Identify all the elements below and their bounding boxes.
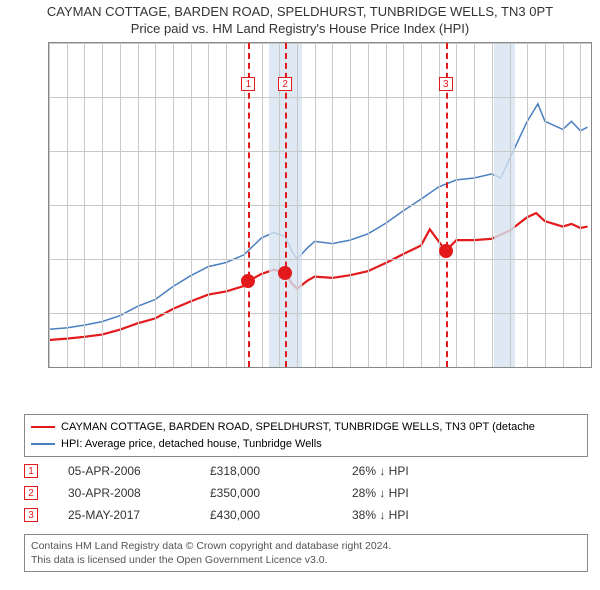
marker-dot-2 (278, 266, 292, 280)
transactions-table: 1 05-APR-2006 £318,000 26% ↓ HPI 2 30-AP… (24, 460, 588, 526)
marker-box-3: 3 (439, 77, 453, 91)
grid-v-24 (474, 43, 475, 367)
grid-v-10 (226, 43, 227, 367)
legend-row-1: HPI: Average price, detached house, Tunb… (31, 436, 581, 453)
transaction-date-1: 30-APR-2008 (68, 486, 188, 500)
legend-swatch-1 (31, 443, 55, 445)
title-block: CAYMAN COTTAGE, BARDEN ROAD, SPELDHURST,… (0, 0, 600, 38)
transaction-date-0: 05-APR-2006 (68, 464, 188, 478)
grid-v-0 (49, 43, 50, 367)
transaction-row-2: 3 25-MAY-2017 £430,000 38% ↓ HPI (24, 504, 588, 526)
footer-line-1: Contains HM Land Registry data © Crown c… (31, 539, 581, 553)
legend: CAYMAN COTTAGE, BARDEN ROAD, SPELDHURST,… (24, 414, 588, 457)
grid-v-2 (84, 43, 85, 367)
transaction-delta-1: 28% ↓ HPI (352, 486, 512, 500)
grid-v-13 (279, 43, 280, 367)
transaction-idx-2: 3 (24, 508, 38, 522)
grid-v-4 (120, 43, 121, 367)
legend-label-0: CAYMAN COTTAGE, BARDEN ROAD, SPELDHURST,… (61, 419, 535, 436)
title-line-1: CAYMAN COTTAGE, BARDEN ROAD, SPELDHURST,… (0, 4, 600, 21)
root: CAYMAN COTTAGE, BARDEN ROAD, SPELDHURST,… (0, 0, 600, 590)
grid-v-19 (386, 43, 387, 367)
marker-line-1 (248, 43, 250, 367)
chart-area: £0£200K£400K£600K£800K£1M£1.2M1995199619… (48, 42, 592, 402)
transaction-price-2: £430,000 (210, 508, 330, 522)
transaction-idx-1: 2 (24, 486, 38, 500)
grid-v-26 (510, 43, 511, 367)
legend-swatch-0 (31, 426, 55, 428)
grid-v-21 (421, 43, 422, 367)
transaction-date-2: 25-MAY-2017 (68, 508, 188, 522)
grid-v-7 (173, 43, 174, 367)
transaction-idx-0: 1 (24, 464, 38, 478)
grid-v-29 (563, 43, 564, 367)
marker-dot-3 (439, 244, 453, 258)
transaction-delta-0: 26% ↓ HPI (352, 464, 512, 478)
grid-v-5 (138, 43, 139, 367)
grid-v-22 (439, 43, 440, 367)
plot: £0£200K£400K£600K£800K£1M£1.2M1995199619… (48, 42, 592, 368)
marker-dot-1 (241, 274, 255, 288)
grid-v-25 (492, 43, 493, 367)
marker-box-2: 2 (278, 77, 292, 91)
grid-v-6 (155, 43, 156, 367)
footer-line-2: This data is licensed under the Open Gov… (31, 553, 581, 567)
grid-v-15 (315, 43, 316, 367)
legend-row-0: CAYMAN COTTAGE, BARDEN ROAD, SPELDHURST,… (31, 419, 581, 436)
transaction-row-1: 2 30-APR-2008 £350,000 28% ↓ HPI (24, 482, 588, 504)
marker-line-3 (446, 43, 448, 367)
grid-v-14 (297, 43, 298, 367)
grid-v-8 (191, 43, 192, 367)
legend-label-1: HPI: Average price, detached house, Tunb… (61, 436, 322, 453)
grid-v-9 (208, 43, 209, 367)
transaction-delta-2: 38% ↓ HPI (352, 508, 512, 522)
grid-v-20 (403, 43, 404, 367)
marker-box-1: 1 (241, 77, 255, 91)
transaction-price-1: £350,000 (210, 486, 330, 500)
grid-v-18 (368, 43, 369, 367)
transaction-price-0: £318,000 (210, 464, 330, 478)
grid-v-27 (527, 43, 528, 367)
title-line-2: Price paid vs. HM Land Registry's House … (0, 21, 600, 38)
grid-v-28 (545, 43, 546, 367)
marker-line-2 (285, 43, 287, 367)
grid-v-16 (332, 43, 333, 367)
transaction-row-0: 1 05-APR-2006 £318,000 26% ↓ HPI (24, 460, 588, 482)
footer: Contains HM Land Registry data © Crown c… (24, 534, 588, 572)
grid-v-23 (456, 43, 457, 367)
grid-v-11 (244, 43, 245, 367)
grid-v-1 (67, 43, 68, 367)
grid-v-30 (580, 43, 581, 367)
grid-h-0 (49, 367, 591, 368)
grid-v-17 (350, 43, 351, 367)
grid-v-12 (262, 43, 263, 367)
grid-v-3 (102, 43, 103, 367)
